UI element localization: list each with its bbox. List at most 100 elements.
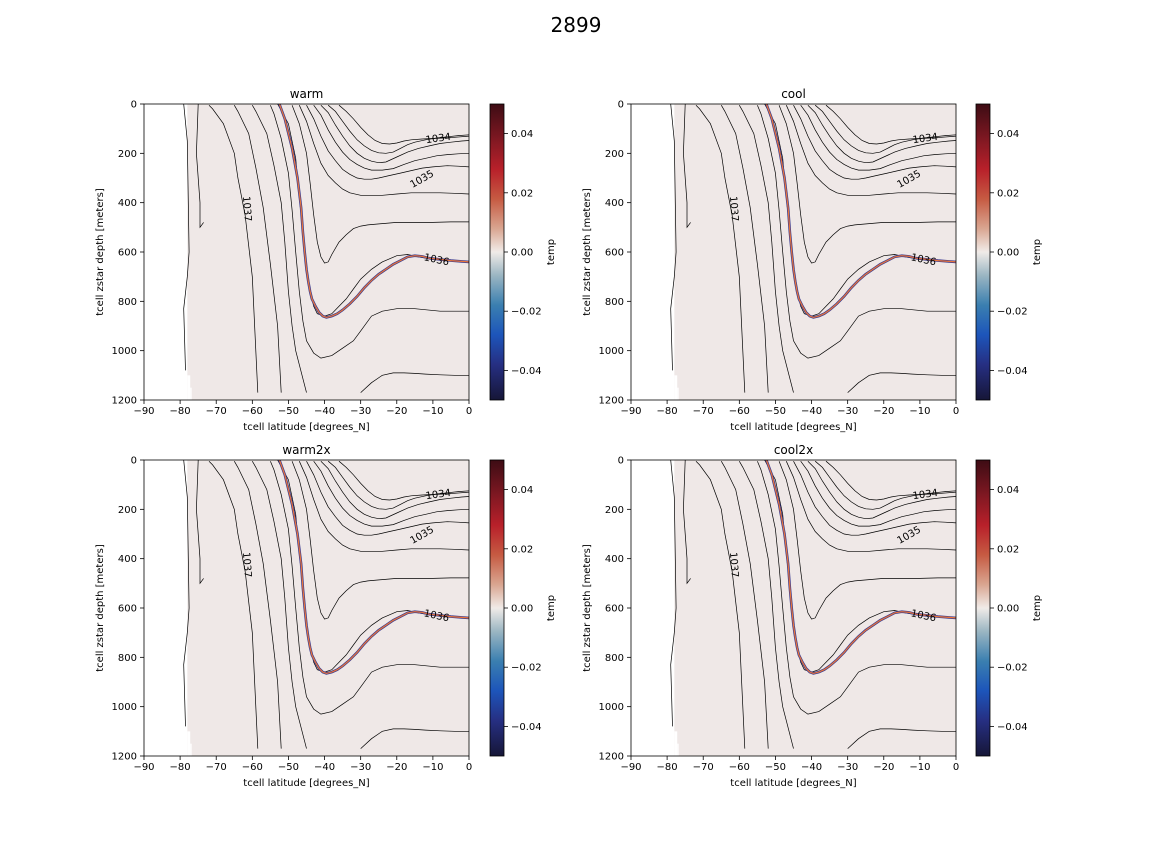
- contour-label-1037: 1037: [240, 552, 253, 578]
- x-tick-label: 0: [466, 762, 472, 773]
- x-tick-label: −60: [242, 406, 263, 417]
- contour-line: [338, 104, 469, 145]
- contour-line: [233, 461, 282, 749]
- contour-line: [306, 105, 469, 180]
- x-tick-label: −20: [873, 762, 894, 773]
- colorbar: [975, 103, 991, 401]
- contour-line: [338, 460, 469, 501]
- mask-step: [190, 743, 192, 756]
- x-tick-label: 0: [953, 762, 959, 773]
- colorbar-tick-label: 0.04: [511, 485, 533, 496]
- contour-label-1037: 1037: [727, 196, 740, 222]
- colorbar-tick-label: 0.00: [997, 248, 1019, 259]
- contour-line: [360, 372, 469, 393]
- highlight-contour: [278, 104, 469, 319]
- y-axis-label: tcell zstar depth [meters]: [582, 188, 593, 316]
- contour-line: [793, 461, 956, 536]
- colorbar: [489, 103, 505, 401]
- contour-line: [208, 104, 259, 393]
- contour-line: [807, 460, 956, 520]
- contour-line: [306, 461, 469, 536]
- y-tick-label: 400: [605, 198, 624, 209]
- x-tick-label: −40: [801, 762, 822, 773]
- contour-line: [695, 460, 746, 749]
- contour-line: [757, 105, 956, 359]
- y-tick-label: 600: [118, 604, 137, 615]
- x-tick-label: −20: [386, 406, 407, 417]
- contour-line: [251, 461, 307, 749]
- contour-line: [814, 104, 956, 154]
- x-tick-label: 0: [953, 406, 959, 417]
- contour-label-1034: 1034: [912, 488, 939, 502]
- y-tick-label: 1000: [599, 702, 624, 713]
- x-tick-label: −80: [170, 406, 191, 417]
- y-axis-label: tcell zstar depth [meters]: [95, 188, 106, 316]
- x-tick-label: −30: [350, 406, 371, 417]
- y-tick-label: 0: [618, 456, 624, 467]
- panel-title: cool: [781, 87, 806, 101]
- x-tick-label: −90: [620, 762, 641, 773]
- contour-line: [327, 460, 469, 510]
- y-axis-label: tcell zstar depth [meters]: [582, 544, 593, 672]
- contour-line: [695, 104, 746, 393]
- colorbar-tick-label: 0.04: [511, 129, 533, 140]
- contour-label-1036: 1036: [423, 252, 450, 268]
- contour-line: [183, 460, 190, 727]
- contour-line: [233, 105, 282, 393]
- colorbar-label: temp: [546, 239, 557, 265]
- y-tick-label: 200: [605, 505, 624, 516]
- contour-line: [291, 461, 469, 620]
- x-tick-label: −30: [837, 406, 858, 417]
- contour-line: [757, 461, 956, 715]
- mask-step: [190, 387, 192, 400]
- mask-step: [187, 731, 191, 756]
- y-axis-label: tcell zstar depth [meters]: [95, 544, 106, 672]
- colorbar: [489, 459, 505, 757]
- contour-label-1036: 1036: [910, 608, 937, 624]
- contour-line: [291, 105, 469, 264]
- colorbar-tick-label: 0.00: [511, 248, 533, 259]
- contour-line: [778, 105, 956, 264]
- mask-step: [674, 375, 678, 400]
- contour-line: [793, 105, 956, 180]
- y-tick-label: 1000: [112, 346, 137, 357]
- x-tick-label: −50: [765, 406, 786, 417]
- contour-line: [738, 461, 794, 749]
- y-tick-label: 800: [605, 653, 624, 664]
- contour-line: [800, 104, 956, 171]
- colorbar-tick-label: 0.04: [997, 129, 1019, 140]
- x-axis-label: tcell latitude [degrees_N]: [730, 422, 856, 433]
- y-tick-label: 200: [118, 505, 137, 516]
- colorbar-tick-label: −0.04: [511, 366, 542, 377]
- y-tick-label: 0: [131, 100, 137, 111]
- mask-step: [187, 375, 191, 400]
- panel-title: cool2x: [774, 443, 813, 457]
- colorbar-tick-label: −0.02: [511, 307, 542, 318]
- contour-line: [313, 104, 469, 171]
- y-tick-label: 600: [605, 604, 624, 615]
- colorbar-tick-label: −0.02: [997, 307, 1028, 318]
- y-tick-label: 0: [131, 456, 137, 467]
- colorbar-tick-label: 0.00: [511, 604, 533, 615]
- y-tick-label: 800: [118, 297, 137, 308]
- x-axis-label: tcell latitude [degrees_N]: [730, 778, 856, 789]
- y-tick-label: 1200: [599, 396, 624, 407]
- x-tick-label: −30: [837, 762, 858, 773]
- contour-line: [720, 105, 769, 393]
- x-tick-label: 0: [466, 406, 472, 417]
- x-tick-label: −30: [350, 762, 371, 773]
- contour-line: [196, 460, 204, 585]
- highlight-contour: [765, 460, 956, 675]
- y-tick-label: 1200: [112, 396, 137, 407]
- x-tick-label: −60: [729, 406, 750, 417]
- colorbar-label: temp: [1032, 239, 1043, 265]
- contour-line: [313, 460, 469, 527]
- y-tick-label: 200: [118, 149, 137, 160]
- x-tick-label: −40: [314, 762, 335, 773]
- colorbar-tick-label: 0.02: [997, 544, 1019, 555]
- contour-line: [847, 372, 956, 393]
- y-tick-label: 200: [605, 149, 624, 160]
- x-axis-label: tcell latitude [degrees_N]: [243, 778, 369, 789]
